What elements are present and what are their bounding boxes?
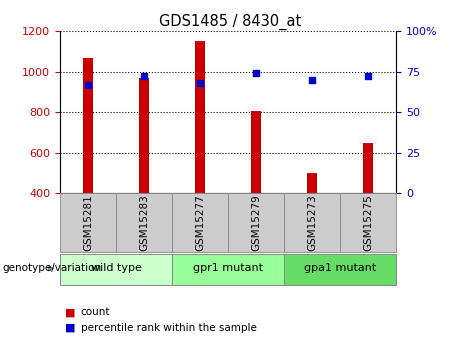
Text: GSM15283: GSM15283	[139, 194, 149, 251]
Text: GSM15279: GSM15279	[251, 194, 261, 251]
FancyBboxPatch shape	[116, 193, 172, 252]
FancyBboxPatch shape	[284, 254, 396, 285]
Bar	[83, 58, 93, 193]
FancyBboxPatch shape	[60, 254, 172, 285]
Text: GSM15281: GSM15281	[83, 194, 93, 251]
Point	[253, 70, 260, 76]
FancyBboxPatch shape	[228, 193, 284, 252]
Bar	[195, 41, 205, 193]
Text: GSM15277: GSM15277	[195, 194, 205, 251]
FancyBboxPatch shape	[60, 193, 116, 252]
FancyBboxPatch shape	[172, 254, 284, 285]
Point	[196, 80, 204, 86]
Text: count: count	[81, 307, 110, 317]
Text: GDS1485 / 8430_at: GDS1485 / 8430_at	[160, 14, 301, 30]
Text: wild type: wild type	[90, 264, 142, 273]
Text: gpa1 mutant: gpa1 mutant	[304, 264, 377, 273]
Text: GSM15273: GSM15273	[307, 194, 317, 251]
Text: GSM15275: GSM15275	[363, 194, 373, 251]
Text: ■: ■	[65, 323, 75, 333]
Point	[140, 74, 148, 79]
FancyBboxPatch shape	[340, 193, 396, 252]
Text: ■: ■	[65, 307, 75, 317]
Text: gpr1 mutant: gpr1 mutant	[193, 264, 263, 273]
Point	[309, 77, 316, 82]
Point	[84, 82, 92, 87]
Bar	[251, 110, 261, 193]
Text: percentile rank within the sample: percentile rank within the sample	[81, 323, 257, 333]
Bar	[139, 78, 149, 193]
Point	[365, 74, 372, 79]
Bar	[307, 173, 317, 193]
FancyBboxPatch shape	[284, 193, 340, 252]
Text: genotype/variation: genotype/variation	[2, 264, 101, 273]
Bar	[363, 142, 373, 193]
FancyBboxPatch shape	[172, 193, 228, 252]
